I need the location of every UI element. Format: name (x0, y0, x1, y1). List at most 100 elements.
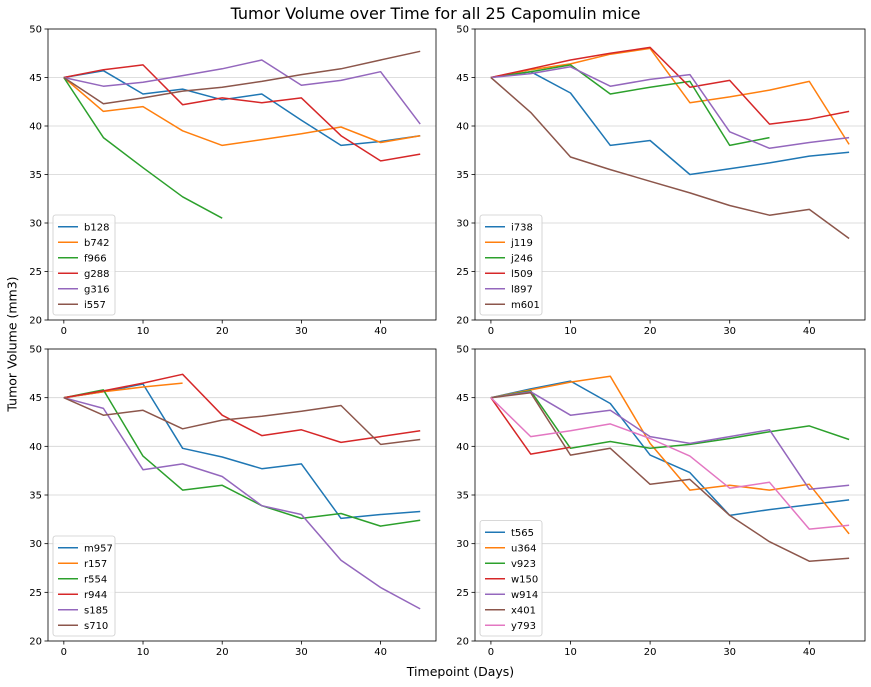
subplot-bottom-right: 0 10 20 30 40 20 25 30 35 40 45 50 t565 u364 v923 w150 w… (456, 345, 866, 658)
series-line-m957 (63, 383, 421, 520)
y-axis-label: Tumor Volume (mm3) (4, 276, 20, 412)
legend-label: l897 (511, 284, 533, 295)
series-line-m601 (490, 76, 850, 240)
series-line-f966 (63, 77, 223, 219)
y-tick-label: 40 (29, 442, 42, 453)
y-tick-label: 30 (29, 539, 42, 550)
x-tick-label: 40 (374, 326, 387, 337)
legend-label: x401 (511, 605, 536, 616)
y-tick-label: 50 (456, 25, 469, 36)
series-line-b128 (63, 69, 421, 147)
x-tick-label: 20 (216, 326, 229, 337)
y-tick-label: 20 (456, 316, 469, 327)
series-line-r554 (63, 389, 421, 527)
y-tick-label: 25 (456, 588, 469, 599)
series-line-r944 (63, 373, 421, 444)
y-tick-label: 45 (29, 73, 42, 84)
y-tick-label: 20 (29, 637, 42, 648)
y-tick-label: 45 (456, 393, 469, 404)
x-tick-label: 10 (137, 647, 150, 658)
series-line-b742 (63, 76, 421, 147)
series-line-u364 (490, 375, 850, 535)
series-line-j246 (490, 64, 770, 147)
legend-label: r157 (84, 559, 107, 570)
x-tick-label: 30 (723, 647, 736, 658)
legend-label: y793 (511, 621, 536, 632)
series-line-s185 (63, 396, 421, 610)
series-line-s710 (63, 397, 421, 446)
legend-label: b128 (84, 222, 109, 233)
x-tick-label: 10 (137, 326, 150, 337)
x-tick-label: 20 (216, 647, 229, 658)
legend-label: i557 (84, 300, 106, 311)
series-line-r157 (63, 382, 183, 399)
y-tick-label: 25 (29, 588, 42, 599)
series-line-g288 (63, 64, 421, 162)
legend-label: j246 (510, 253, 533, 264)
y-tick-label: 30 (29, 219, 42, 230)
x-tick-label: 30 (723, 326, 736, 337)
y-tick-label: 50 (29, 25, 42, 36)
series-line-l897 (490, 66, 850, 150)
legend-label: i738 (511, 222, 533, 233)
legend-label: v923 (511, 559, 536, 570)
legend-frame (52, 535, 116, 637)
legend-label: r944 (84, 590, 107, 601)
x-tick-label: 40 (374, 647, 387, 658)
legend-frame (479, 214, 543, 316)
x-tick-label: 0 (488, 326, 494, 337)
y-tick-label: 50 (456, 345, 469, 356)
legend-label: r554 (84, 574, 107, 585)
legend-frame (52, 214, 116, 316)
legend: t565 u364 v923 w150 w914 x401 y793 (479, 520, 543, 637)
legend: b128 b742 f966 g288 g316 i557 (52, 214, 116, 316)
x-tick-label: 0 (488, 647, 494, 658)
legend-label: w914 (511, 590, 538, 601)
x-tick-label: 10 (564, 647, 577, 658)
legend: m957 r157 r554 r944 s185 s710 (52, 535, 116, 637)
legend-label: l509 (511, 269, 533, 280)
x-tick-label: 30 (295, 326, 308, 337)
x-tick-label: 20 (644, 647, 657, 658)
legend-label: u364 (511, 543, 536, 554)
y-tick-label: 45 (456, 73, 469, 84)
series-line-t565 (490, 380, 850, 517)
subplot-top-right: 0 10 20 30 40 20 25 30 35 40 45 50 i738 j119 j246 l509 l… (456, 25, 866, 337)
series-line-v923 (490, 390, 850, 450)
x-tick-label: 20 (644, 326, 657, 337)
legend-label: m601 (511, 300, 540, 311)
x-tick-label: 0 (61, 647, 67, 658)
y-tick-label: 30 (456, 539, 469, 550)
y-tick-label: 20 (456, 637, 469, 648)
y-tick-label: 20 (29, 316, 42, 327)
legend-frame (479, 520, 543, 637)
subplot-top-left: 0 10 20 30 40 20 25 30 35 40 45 50 b128 b742 f966 g288 g… (29, 25, 437, 337)
x-tick-label: 40 (803, 647, 816, 658)
series-line-i557 (63, 50, 421, 105)
series-line-g316 (63, 59, 421, 125)
series-line-x401 (490, 392, 850, 562)
legend: i738 j119 j246 l509 l897 m601 (479, 214, 543, 316)
y-tick-label: 30 (456, 219, 469, 230)
legend-label: j119 (510, 238, 533, 249)
x-tick-label: 0 (61, 326, 67, 337)
legend-label: s185 (84, 605, 108, 616)
legend-label: g288 (84, 269, 109, 280)
legend-label: m957 (84, 543, 113, 554)
y-tick-label: 50 (29, 345, 42, 356)
x-axis-label: Timepoint (Days) (406, 664, 515, 679)
figure-title: Tumor Volume over Time for all 25 Capomu… (230, 4, 641, 23)
y-tick-label: 40 (456, 442, 469, 453)
x-tick-label: 30 (295, 647, 308, 658)
y-tick-label: 35 (29, 170, 42, 181)
series-line-w914 (490, 391, 850, 490)
y-tick-label: 40 (29, 122, 42, 133)
y-tick-label: 35 (456, 170, 469, 181)
series-line-w150 (490, 397, 571, 455)
x-tick-label: 10 (564, 326, 577, 337)
series-line-j119 (490, 47, 850, 145)
legend-label: t565 (511, 528, 534, 539)
legend-label: g316 (84, 284, 109, 295)
